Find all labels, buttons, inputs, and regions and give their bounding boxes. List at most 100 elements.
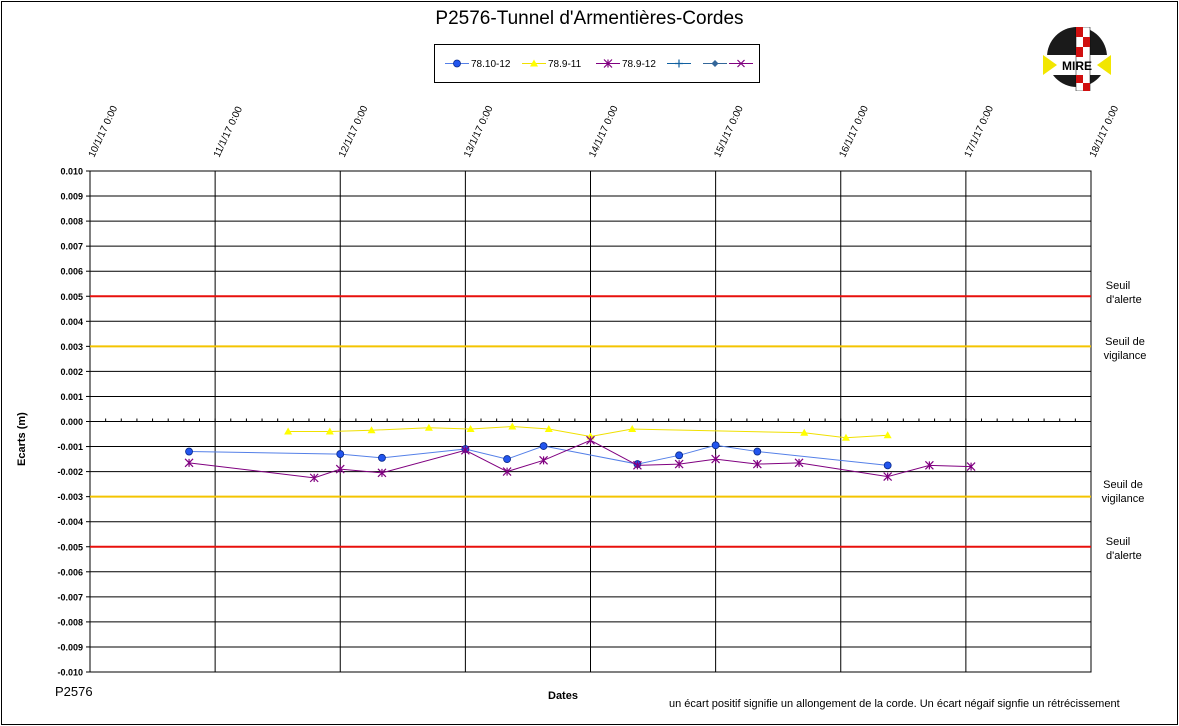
threshold-label-vigilance-bottom: Seuil de vigilance [1098, 478, 1148, 506]
x-tick-label: 15/1/17 0:00 [712, 104, 746, 159]
chart-title: P2576-Tunnel d'Armentières-Cordes [435, 8, 744, 29]
data-point-marker [502, 467, 512, 477]
y-tick-label: 0.009 [60, 192, 83, 202]
data-point-marker [325, 427, 334, 435]
y-tick-label: -0.008 [57, 617, 83, 627]
data-point [466, 425, 475, 433]
data-point [603, 59, 613, 68]
data-point-marker [377, 468, 387, 478]
data-point [367, 426, 376, 434]
data-point-marker [453, 59, 461, 68]
data-point [883, 461, 892, 470]
threshold-label-line1: Seuil de [1105, 336, 1145, 348]
threshold-label-line2: d'alerte [1106, 294, 1142, 306]
y-tick-label: 0.003 [60, 342, 83, 352]
data-point-marker [503, 455, 511, 463]
x-tick-label: 18/1/17 0:00 [1088, 104, 1122, 159]
threshold-label-line2: d'alerte [1106, 550, 1142, 562]
legend-entry [667, 59, 691, 68]
data-point [539, 455, 549, 465]
data-point [377, 468, 387, 478]
data-point-marker [675, 451, 684, 460]
y-tick-label: 0.010 [60, 167, 83, 177]
y-tick-label: 0.001 [60, 392, 83, 402]
data-point-marker [794, 458, 804, 468]
y-tick-label: 0.004 [60, 317, 83, 327]
legend-entry [729, 59, 753, 68]
data-point [586, 435, 595, 445]
data-point [508, 422, 517, 430]
legend-label: 78.10-12 [471, 59, 511, 70]
data-point [753, 447, 762, 456]
y-tick-label: -0.009 [57, 642, 83, 652]
data-point-marker [883, 472, 893, 482]
y-tick-label: 0.006 [60, 267, 83, 277]
threshold-label-alert-bottom: Seuil d'alerte [1098, 535, 1142, 563]
data-point [336, 450, 345, 458]
data-point [711, 454, 721, 464]
y-tick-label: -0.006 [57, 567, 83, 577]
y-tick-label: 0.002 [60, 367, 83, 377]
data-point [503, 455, 511, 463]
data-point-marker [675, 59, 683, 68]
data-point-marker [632, 460, 642, 470]
data-point-marker [284, 427, 293, 435]
y-axis-label: Ecarts (m) [16, 412, 28, 466]
data-point [378, 453, 386, 462]
data-point-marker [378, 453, 386, 462]
threshold-label-line2: vigilance [1101, 493, 1145, 505]
y-tick-label: -0.010 [57, 668, 83, 678]
data-point-marker [309, 473, 319, 483]
data-point [502, 467, 512, 477]
data-point [883, 472, 893, 482]
footer-id: P2576 [55, 684, 93, 699]
data-point [325, 427, 334, 435]
series-line-3 [188, 439, 972, 479]
data-point-marker [752, 459, 762, 469]
data-point-marker [800, 428, 809, 436]
data-point-marker [966, 462, 976, 472]
threshold-label-alert-top: Seuil d'alerte [1098, 279, 1142, 307]
series-line-2 [288, 426, 888, 439]
data-point [675, 451, 684, 460]
data-point-marker [185, 447, 193, 456]
threshold-label-line1: Seuil de [1103, 479, 1143, 491]
data-point [539, 442, 548, 450]
data-point-marker [367, 426, 376, 434]
data-point-marker [335, 464, 345, 474]
y-tick-label: -0.004 [57, 517, 83, 527]
data-point-marker [544, 425, 553, 433]
logo-text: MIRE [1062, 59, 1092, 73]
legend-entry: 78.9-11 [522, 59, 582, 70]
data-point-marker [424, 423, 433, 431]
data-point-marker [184, 458, 194, 468]
data-point [711, 60, 719, 67]
data-point [309, 473, 319, 483]
data-point [424, 423, 433, 431]
mire-logo: MIRE [1043, 26, 1111, 92]
x-tick-label: 11/1/17 0:00 [212, 104, 245, 159]
data-point-marker [883, 461, 892, 470]
y-tick-label: 0.000 [60, 417, 83, 427]
data-point-marker [753, 447, 762, 456]
x-tick-label: 16/1/17 0:00 [837, 104, 871, 159]
data-point-marker [883, 431, 892, 439]
y-tick-label: -0.007 [57, 592, 83, 602]
data-point [883, 431, 892, 439]
data-point-marker [460, 445, 470, 455]
data-point [737, 59, 745, 68]
data-point [674, 459, 684, 469]
data-point [966, 462, 976, 472]
data-point-marker [603, 59, 613, 68]
data-point [711, 441, 720, 450]
legend-entry: 78.10-12 [445, 59, 511, 70]
data-point [284, 427, 293, 435]
data-point-marker [711, 60, 719, 67]
data-point-marker [508, 422, 517, 430]
legend-entry: 78.9-12 [596, 59, 656, 70]
y-tick-label: -0.003 [57, 492, 83, 502]
data-point-marker [586, 435, 595, 445]
legend-entry [703, 60, 727, 67]
data-point [185, 447, 193, 456]
data-point [794, 458, 804, 468]
